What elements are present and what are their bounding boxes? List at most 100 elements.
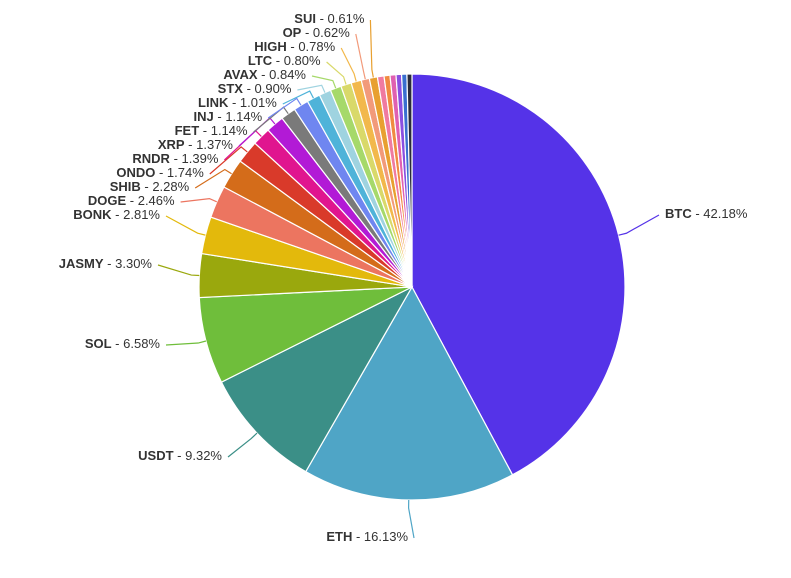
slice-label: XRP - 1.37%: [158, 137, 234, 152]
slice-label: BONK - 2.81%: [73, 207, 160, 222]
slice-name: DOGE: [88, 193, 127, 208]
leader-line: [267, 97, 302, 119]
slice-name: SHIB: [110, 179, 141, 194]
slice-name: ONDO: [116, 165, 155, 180]
slice-label: AVAX - 0.84%: [223, 67, 306, 82]
slice-value: 1.01%: [240, 95, 277, 110]
leader-line: [407, 499, 415, 539]
label-separator: -: [316, 11, 328, 26]
slice-label: RNDR - 1.39%: [132, 151, 218, 166]
slice-value: 1.14%: [225, 109, 262, 124]
pie-slice: [304, 285, 514, 501]
label-separator: -: [126, 193, 138, 208]
slice-name: FET: [175, 123, 200, 138]
slice-name: STX: [218, 81, 244, 96]
slice-value: 2.81%: [123, 207, 160, 222]
leader-line: [326, 61, 347, 85]
slice-value: 0.84%: [269, 67, 306, 82]
slice-label: SOL - 6.58%: [85, 336, 161, 351]
label-separator: -: [174, 448, 186, 463]
slice-value: 0.80%: [284, 53, 321, 68]
slice-name: SUI: [294, 11, 316, 26]
slice-name: AVAX: [223, 67, 258, 82]
label-separator: -: [258, 67, 270, 82]
label-separator: -: [112, 207, 124, 222]
slice-name: JASMY: [59, 256, 104, 271]
slice-name: BONK: [73, 207, 112, 222]
leader-line: [209, 146, 248, 175]
slice-name: ETH: [326, 529, 352, 544]
slice-label: JASMY - 3.30%: [59, 256, 153, 271]
slice-name: OP: [283, 25, 302, 40]
slice-name: SOL: [85, 336, 112, 351]
label-separator: -: [155, 165, 167, 180]
slice-name: RNDR: [132, 151, 170, 166]
slice-value: 42.18%: [703, 206, 748, 221]
slice-name: INJ: [194, 109, 214, 124]
slice-label: DOGE - 2.46%: [88, 193, 175, 208]
slice-label: BTC - 42.18%: [665, 206, 748, 221]
slice-label: ETH - 16.13%: [326, 529, 408, 544]
slice-label: INJ - 1.14%: [194, 109, 263, 124]
label-separator: -: [243, 81, 255, 96]
label-separator: -: [272, 53, 284, 68]
slice-label: LINK - 1.01%: [198, 95, 277, 110]
slice-name: USDT: [138, 448, 173, 463]
leader-line: [618, 214, 660, 236]
label-separator: -: [301, 25, 313, 40]
label-separator: -: [185, 137, 197, 152]
slice-value: 0.62%: [313, 25, 350, 40]
leader-line: [311, 75, 337, 89]
slice-label: OP - 0.62%: [283, 25, 351, 40]
leader-line: [282, 90, 314, 105]
leader-line: [355, 33, 366, 80]
leader-line: [227, 432, 258, 458]
slice-name: BTC: [665, 206, 692, 221]
slice-name: XRP: [158, 137, 185, 152]
label-separator: -: [352, 529, 364, 544]
slice-label: USDT - 9.32%: [138, 448, 222, 463]
leader-line: [369, 19, 374, 78]
slice-value: 1.39%: [182, 151, 219, 166]
slice-label: FET - 1.14%: [175, 123, 248, 138]
slice-value: 0.78%: [298, 39, 335, 54]
pie-slice: [411, 73, 626, 476]
slice-value: 1.14%: [211, 123, 248, 138]
slice-label: ONDO - 1.74%: [116, 165, 204, 180]
slice-value: 2.28%: [152, 179, 189, 194]
slice-name: HIGH: [254, 39, 287, 54]
slice-label: SHIB - 2.28%: [110, 179, 190, 194]
slice-name: LTC: [248, 53, 273, 68]
leader-line: [194, 168, 232, 189]
label-separator: -: [228, 95, 240, 110]
slice-name: LINK: [198, 95, 229, 110]
leader-line: [297, 84, 326, 93]
label-separator: -: [112, 336, 124, 351]
label-separator: -: [141, 179, 153, 194]
slice-value: 1.37%: [196, 137, 233, 152]
slice-value: 2.46%: [138, 193, 175, 208]
slice-value: 1.74%: [167, 165, 204, 180]
slice-value: 16.13%: [364, 529, 409, 544]
slice-value: 6.58%: [123, 336, 160, 351]
label-separator: -: [104, 256, 116, 271]
leader-line: [340, 47, 357, 82]
leader-line: [157, 264, 200, 277]
label-separator: -: [199, 123, 211, 138]
label-separator: -: [692, 206, 704, 221]
label-separator: -: [287, 39, 299, 54]
slice-value: 3.30%: [115, 256, 152, 271]
slice-value: 0.61%: [328, 11, 365, 26]
pie-slice: [406, 73, 413, 288]
leader-line: [165, 340, 207, 346]
label-separator: -: [170, 151, 182, 166]
slice-label: SUI - 0.61%: [294, 11, 365, 26]
slice-label: HIGH - 0.78%: [254, 39, 335, 54]
slice-value: 0.90%: [255, 81, 292, 96]
slice-label: LTC - 0.80%: [248, 53, 321, 68]
leader-line: [180, 197, 218, 203]
slice-label: STX - 0.90%: [218, 81, 292, 96]
pie-slice: [220, 285, 414, 473]
slice-value: 9.32%: [185, 448, 222, 463]
